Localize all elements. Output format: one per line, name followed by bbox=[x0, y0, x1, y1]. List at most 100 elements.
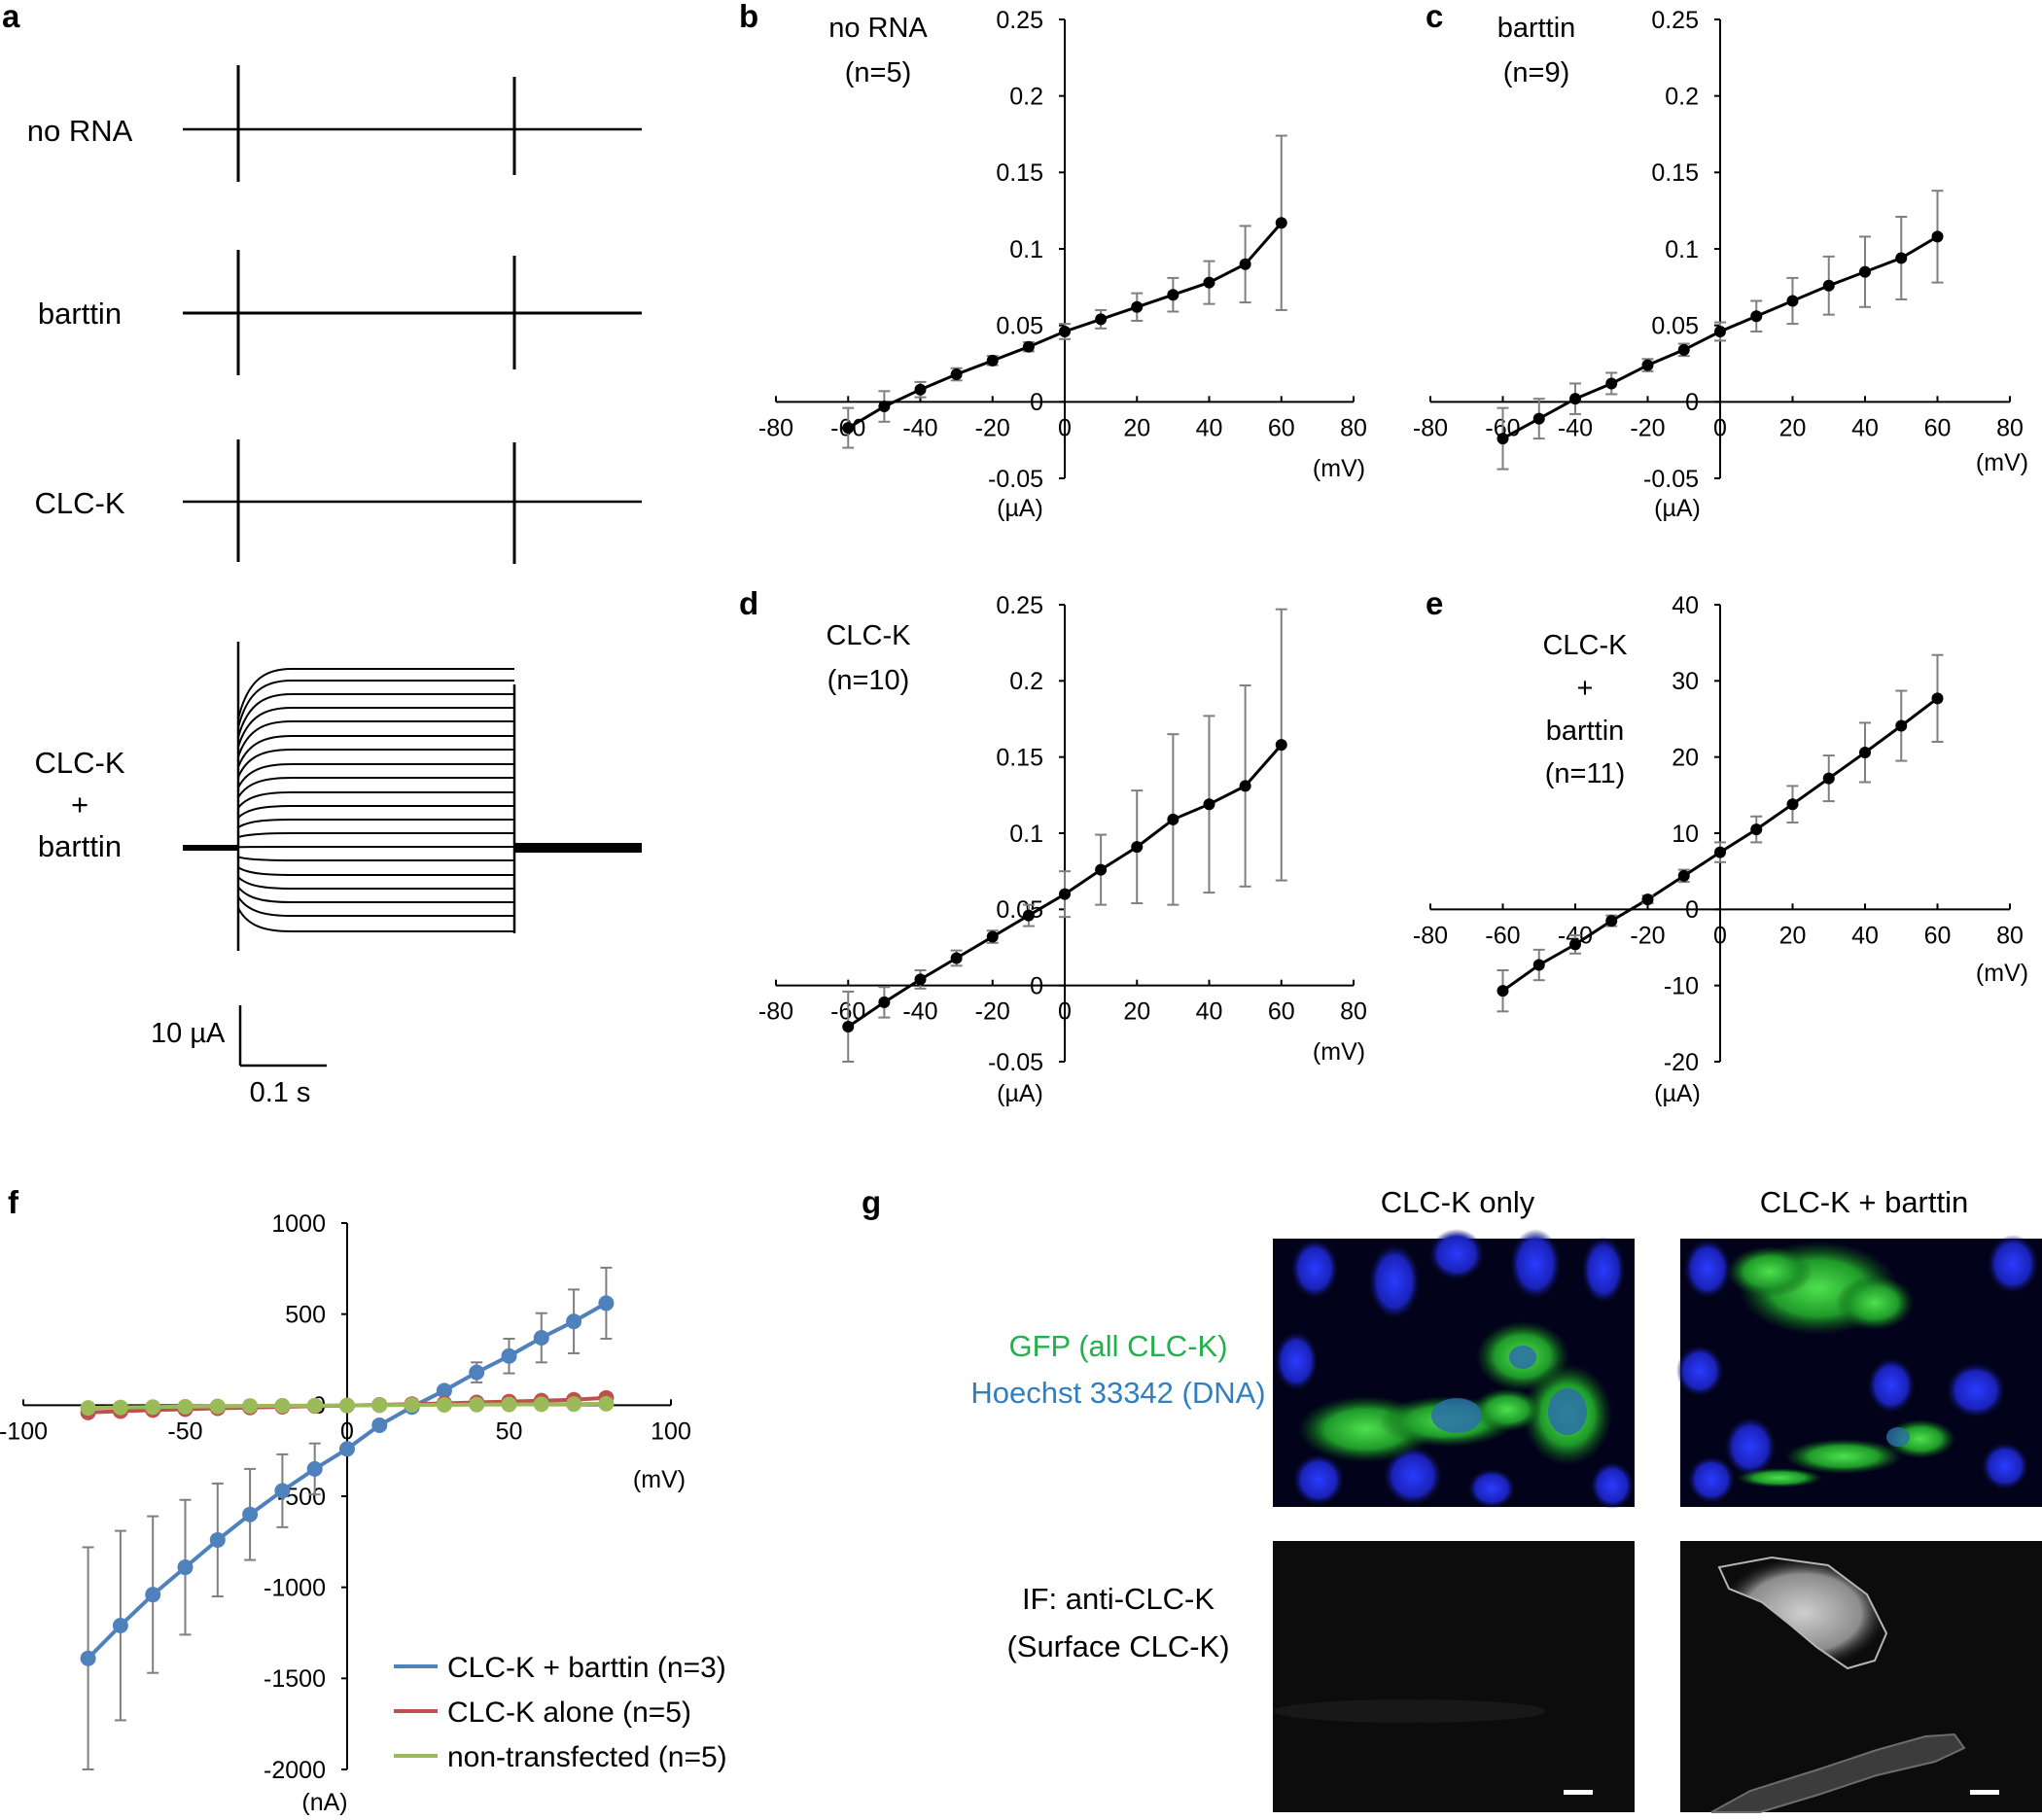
panel-label-c: c bbox=[1426, 0, 1443, 34]
x-axis-label: (mV) bbox=[1313, 1038, 1365, 1066]
x-tick-label: 60 bbox=[1268, 414, 1295, 441]
y-tick-label: 500 bbox=[285, 1301, 326, 1328]
current-trace bbox=[237, 720, 514, 757]
data-point bbox=[1059, 888, 1071, 900]
data-point bbox=[209, 1398, 226, 1415]
scale-bar-image-3 bbox=[1564, 1790, 1593, 1795]
data-point bbox=[1275, 739, 1287, 752]
x-tick-label: 0 bbox=[1713, 922, 1727, 949]
current-trace bbox=[237, 777, 514, 798]
row-label-if: IF: anti-CLC-K bbox=[1022, 1582, 1215, 1616]
x-tick-label: -20 bbox=[975, 414, 1010, 441]
x-tick-label: -20 bbox=[1630, 922, 1665, 949]
chart-title: (n=5) bbox=[845, 57, 912, 88]
x-tick-label: 40 bbox=[1196, 998, 1223, 1026]
data-point bbox=[80, 1650, 96, 1666]
data-point bbox=[1931, 230, 1944, 243]
x-tick-label: -100 bbox=[0, 1418, 48, 1445]
trace-label-barttin: barttin bbox=[38, 297, 122, 331]
data-point bbox=[371, 1417, 388, 1433]
data-point bbox=[1131, 841, 1144, 854]
chart-e: -80-60-40-20020406080-20-10010203040(mV)… bbox=[1413, 592, 2028, 1107]
y-tick-label: 1000 bbox=[271, 1210, 326, 1238]
data-point bbox=[1750, 310, 1763, 323]
data-point bbox=[306, 1460, 323, 1477]
data-point bbox=[1569, 938, 1581, 951]
y-tick-label: 0.25 bbox=[996, 7, 1043, 34]
chart-b: -80-60-40-20020406080-0.0500.050.10.150.… bbox=[758, 7, 1367, 522]
x-tick-label: -40 bbox=[902, 414, 937, 441]
data-point bbox=[878, 996, 891, 1008]
current-trace bbox=[237, 856, 514, 861]
chart-title: (n=9) bbox=[1503, 57, 1570, 88]
data-point bbox=[501, 1348, 517, 1364]
data-point bbox=[112, 1618, 128, 1634]
x-tick-label: 80 bbox=[1340, 414, 1367, 441]
micrograph-clck-only-if bbox=[1273, 1541, 1635, 1812]
current-trace bbox=[237, 832, 514, 839]
data-point bbox=[533, 1330, 549, 1347]
current-trace bbox=[237, 895, 514, 917]
chart-c: -80 -60 -40 -20 0 20 40 60 80-0.0500.050.10.150.… bbox=[1413, 7, 2028, 522]
scale-bar bbox=[238, 1005, 327, 1068]
x-tick-label: 0 bbox=[1713, 414, 1727, 441]
y-tick-label: 0.1 bbox=[1009, 236, 1043, 263]
trace-family-clck-barttin bbox=[183, 642, 642, 951]
data-point bbox=[80, 1400, 96, 1417]
y-tick-label: -1000 bbox=[264, 1574, 326, 1601]
data-point bbox=[842, 422, 855, 435]
y-tick-label: 10 bbox=[1672, 821, 1699, 848]
data-point bbox=[145, 1399, 161, 1416]
y-tick-label: -0.05 bbox=[1643, 466, 1699, 493]
chart-title: CLC-K bbox=[826, 620, 911, 651]
micrograph-clck-only-gfp bbox=[1273, 1229, 1635, 1509]
y-tick-label: 30 bbox=[1672, 668, 1699, 695]
trace-label-clck-barttin-line: + bbox=[71, 788, 88, 822]
current-trace bbox=[237, 866, 514, 876]
data-point bbox=[1131, 300, 1144, 313]
x-tick-label: -20 bbox=[975, 998, 1010, 1026]
y-tick-label: 0.2 bbox=[1009, 83, 1043, 110]
data-point bbox=[1059, 325, 1071, 337]
current-trace bbox=[237, 763, 514, 788]
x-tick-label: 60 bbox=[1268, 998, 1295, 1026]
current-trace bbox=[237, 791, 514, 809]
panel-label-b: b bbox=[739, 0, 758, 34]
x-tick-label: 20 bbox=[1123, 998, 1150, 1026]
x-tick-label: 0 bbox=[1058, 998, 1072, 1026]
data-point bbox=[566, 1313, 582, 1330]
data-point bbox=[1677, 869, 1690, 882]
data-point bbox=[1203, 798, 1215, 811]
trace-clck bbox=[183, 439, 642, 564]
data-point bbox=[1750, 823, 1763, 836]
data-point bbox=[1022, 340, 1035, 353]
current-trace bbox=[237, 907, 514, 932]
x-tick-label: 20 bbox=[1123, 414, 1150, 441]
data-point bbox=[1605, 915, 1618, 928]
col-header-clck-only: CLC-K only bbox=[1381, 1185, 1535, 1219]
current-trace bbox=[237, 693, 514, 738]
data-point bbox=[1095, 313, 1108, 326]
scale-time-label: 0.1 s bbox=[250, 1077, 311, 1108]
data-point bbox=[469, 1364, 485, 1381]
legend-label: non-transfected (n=5) bbox=[447, 1741, 727, 1773]
data-point bbox=[842, 1020, 855, 1032]
data-point bbox=[339, 1397, 355, 1414]
y-tick-label: 40 bbox=[1672, 592, 1699, 619]
x-tick-label: 40 bbox=[1851, 922, 1879, 949]
trace-label-clck-barttin: CLC-K + barttin bbox=[34, 746, 124, 863]
data-point bbox=[1239, 258, 1251, 270]
data-point bbox=[1641, 359, 1654, 371]
chart-title: barttin bbox=[1497, 13, 1576, 44]
current-trace bbox=[237, 886, 514, 903]
data-point bbox=[1496, 985, 1509, 998]
y-axis-label: (nA) bbox=[301, 1789, 347, 1816]
chart-title: no RNA bbox=[828, 13, 928, 44]
y-tick-label: 0.15 bbox=[996, 744, 1043, 771]
data-point bbox=[533, 1396, 549, 1413]
trace-label-clck-barttin-line: CLC-K bbox=[34, 746, 124, 780]
panel-label-e: e bbox=[1426, 585, 1443, 621]
y-tick-label: 0.25 bbox=[996, 592, 1043, 619]
x-tick-label: 80 bbox=[1996, 414, 2024, 441]
current-trace bbox=[237, 819, 514, 828]
